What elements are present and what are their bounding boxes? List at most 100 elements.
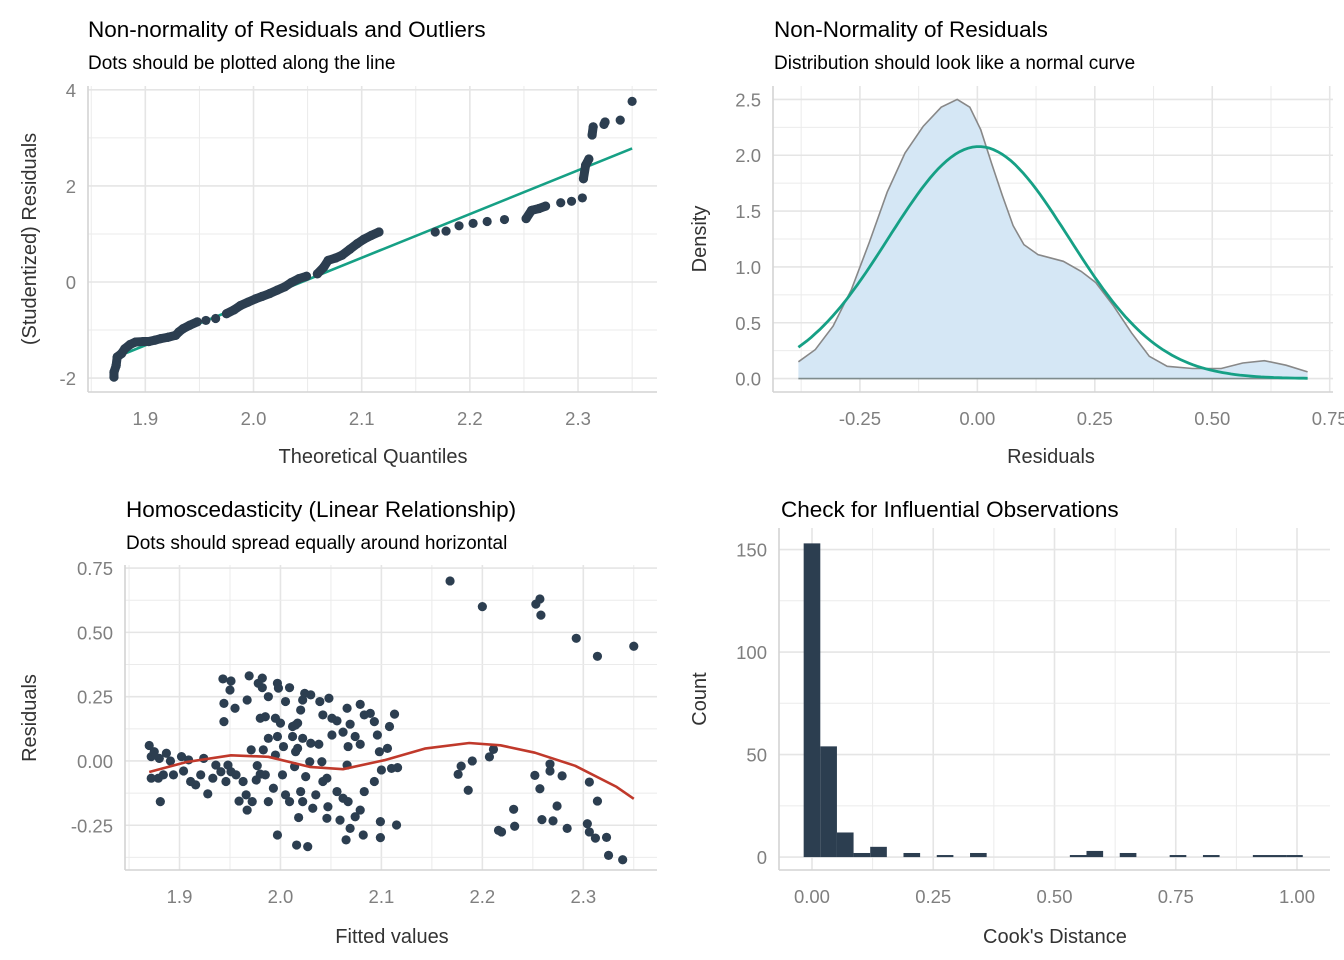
residual-point (369, 717, 379, 727)
qq-point (588, 122, 598, 132)
influential-y-tick-label: 0 (757, 847, 767, 868)
residual-point (292, 840, 302, 850)
qq-point (155, 334, 166, 344)
qq-point (337, 250, 347, 260)
residual-point (369, 776, 379, 787)
residual-point (263, 796, 273, 807)
homoscedasticity-x-tick-label: 2.3 (570, 886, 596, 907)
residual-point (477, 602, 487, 612)
residual-point (231, 770, 241, 780)
homoscedasticity-y-axis-title: Residuals (19, 674, 41, 762)
residual-point (453, 769, 463, 779)
qq-point (468, 218, 478, 228)
influential-x-tick-label: 0.00 (794, 886, 830, 907)
residual-point (284, 683, 295, 693)
residual-point (343, 741, 353, 752)
qq-point (272, 285, 282, 295)
residual-point (358, 830, 368, 840)
qq-x-axis-title: Theoretical Quantiles (279, 446, 468, 468)
qq-x-tick-label: 2.2 (457, 408, 483, 429)
residual-point (350, 812, 360, 822)
influential-gridlines (779, 528, 1330, 870)
residual-point (149, 747, 159, 757)
qq-point (482, 216, 492, 227)
homoscedasticity-y-tick-label: -0.25 (71, 815, 113, 836)
qq-marks (109, 96, 637, 382)
residual-point (311, 790, 321, 800)
residual-point (294, 812, 304, 823)
influential-x-tick-label: 0.50 (1036, 886, 1072, 907)
histogram-bar (903, 852, 921, 858)
residual-point (601, 832, 612, 842)
residual-point (389, 709, 400, 719)
qq-point (211, 313, 221, 324)
residual-point (535, 594, 545, 604)
qq-point (366, 230, 377, 240)
influential-y-tick-label: 150 (736, 540, 767, 561)
residual-point (203, 789, 213, 799)
residual-point (196, 770, 206, 780)
residual-point (350, 731, 360, 742)
residual-point (208, 773, 218, 783)
residual-point (268, 783, 278, 793)
histogram-bar (1086, 850, 1104, 858)
qq-x-tick-label: 2.0 (241, 408, 267, 429)
homoscedasticity-x-axis-title: Fitted values (335, 926, 448, 948)
qq-point (540, 201, 551, 211)
density-y-tick-label: 1.0 (735, 257, 761, 278)
residual-point (341, 835, 351, 845)
residual-point (537, 814, 547, 825)
qq-point (201, 315, 211, 326)
qq-point (111, 360, 121, 371)
histogram-bar (836, 832, 854, 858)
qq-point (587, 130, 597, 140)
residual-point (488, 744, 499, 754)
histogram-bar (1169, 855, 1187, 858)
residual-point (391, 820, 402, 830)
residual-point (191, 780, 201, 790)
density-y-tick-label: 0.5 (735, 313, 761, 334)
loess-line (148, 741, 635, 800)
homoscedasticity-x-tick-label: 1.9 (167, 886, 193, 907)
residual-point (603, 850, 614, 860)
residual-point (317, 757, 327, 767)
residual-point (252, 760, 262, 771)
residual-point (314, 739, 324, 749)
qq-point (301, 271, 312, 281)
residual-point (280, 696, 291, 707)
qq-point (280, 282, 290, 292)
residual-point (392, 763, 403, 773)
residual-point (303, 841, 313, 852)
density-curve (797, 98, 1308, 373)
residual-point (146, 773, 156, 783)
density-title: Non-Normality of Residuals (774, 17, 1048, 42)
residual-point (545, 766, 555, 776)
residual-point (257, 683, 267, 693)
residual-point (144, 740, 154, 751)
residual-point (168, 770, 179, 780)
residual-point (592, 796, 603, 806)
residual-point (158, 770, 168, 780)
residual-point (327, 713, 337, 723)
panel-cooks-distance-histogram: Check for Influential Observations Cook'… (689, 497, 1330, 948)
qq-subtitle: Dots should be plotted along the line (88, 53, 395, 74)
residual-point (155, 796, 165, 807)
qq-point (229, 305, 239, 315)
histogram-bar (870, 846, 887, 858)
density-y-tick-label: 1.5 (735, 201, 761, 222)
density-marks (797, 98, 1308, 380)
histogram-bar (1286, 855, 1303, 858)
influential-x-axis-title: Cook's Distance (983, 926, 1127, 948)
density-y-tick-label: 2.0 (735, 145, 761, 166)
residual-point (246, 745, 256, 755)
homoscedasticity-y-tick-label: 0.00 (77, 751, 113, 772)
qq-title: Non-normality of Residuals and Outliers (88, 17, 486, 42)
qq-point (294, 274, 304, 284)
influential-y-tick-label: 100 (736, 642, 767, 663)
residual-point (342, 703, 352, 713)
histogram-bar (936, 855, 954, 858)
residual-point (293, 743, 303, 753)
histogram-bar (803, 543, 821, 858)
residual-point (382, 743, 393, 753)
qq-point (323, 255, 333, 265)
